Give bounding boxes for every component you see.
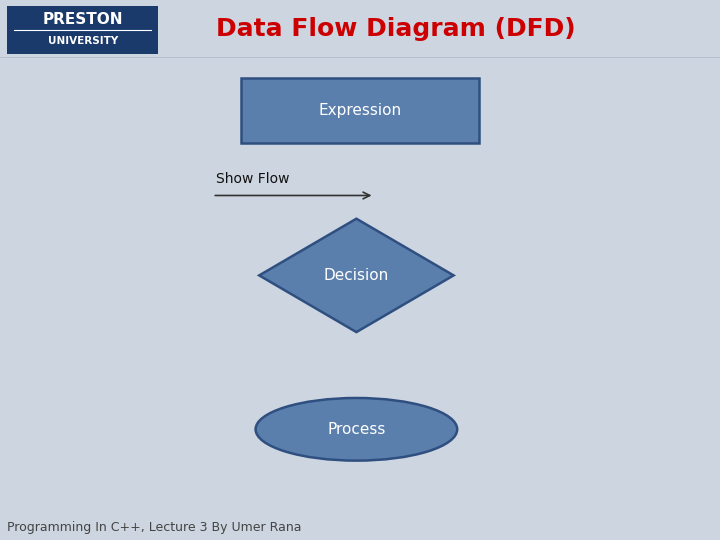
- Text: UNIVERSITY: UNIVERSITY: [48, 36, 118, 46]
- Text: Programming In C++, Lecture 3 By Umer Rana: Programming In C++, Lecture 3 By Umer Ra…: [7, 521, 302, 534]
- Bar: [241, 78, 479, 143]
- Text: Show Flow: Show Flow: [216, 172, 289, 186]
- Text: Data Flow Diagram (DFD): Data Flow Diagram (DFD): [216, 17, 576, 41]
- Text: PRESTON: PRESTON: [42, 12, 123, 28]
- Text: Expression: Expression: [318, 103, 402, 118]
- Polygon shape: [259, 219, 454, 332]
- Ellipse shape: [256, 398, 457, 461]
- Bar: [7, 6, 158, 54]
- Text: Process: Process: [327, 422, 386, 437]
- Text: Decision: Decision: [324, 268, 389, 283]
